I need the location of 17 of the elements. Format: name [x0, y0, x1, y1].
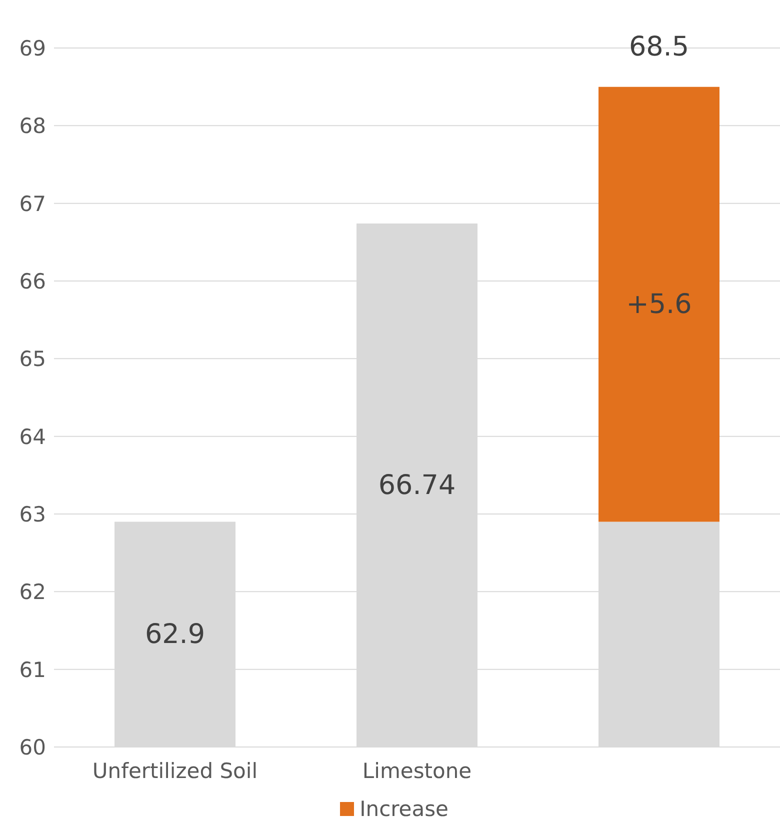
y-tick-label: 67 — [19, 192, 46, 216]
y-tick-label: 62 — [19, 580, 46, 604]
y-tick-label: 63 — [19, 502, 46, 526]
y-tick-label: 66 — [19, 269, 46, 294]
legend-label: Increase — [358, 797, 448, 821]
x-tick-label: Limestone — [362, 758, 472, 783]
x-tick-label: Unfertilized Soil — [92, 758, 258, 783]
y-tick-label: 64 — [19, 424, 46, 449]
data-label: 66.74 — [378, 470, 456, 501]
y-tick-label: 68 — [19, 114, 46, 138]
y-tick-label: 65 — [19, 347, 46, 372]
y-tick-label: 69 — [19, 36, 46, 60]
data-label: 62.9 — [144, 618, 206, 650]
data-label: +5.6 — [626, 288, 692, 320]
total-label: 68.5 — [628, 31, 690, 62]
y-tick-label: 60 — [19, 735, 46, 760]
y-tick-label: 61 — [19, 658, 46, 682]
